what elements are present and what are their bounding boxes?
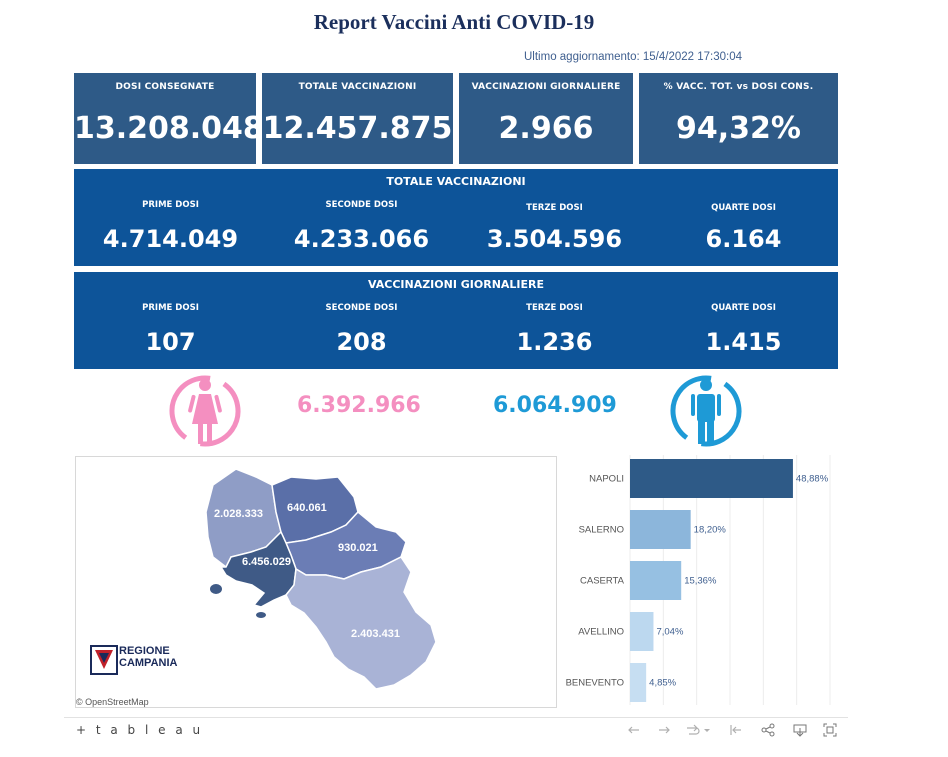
panel-title: TOTALE VACCINAZIONI (386, 175, 526, 188)
dose-label: TERZE DOSI (526, 303, 583, 313)
province-bar-chart[interactable]: NAPOLI 48,88% SALERNO 18,20% CASERTA 15,36% AV… (560, 455, 850, 710)
province-salerno (285, 556, 437, 690)
dose-value: 107 (145, 328, 196, 356)
female-person-icon (169, 375, 241, 447)
bar-caserta[interactable] (630, 561, 682, 600)
map-label-salerno: 2.403.431 (351, 628, 400, 640)
share-icon[interactable] (760, 722, 776, 738)
kpi-value: 12.457.875 (262, 111, 453, 146)
dose-value: 4.714.049 (102, 225, 239, 253)
kpi-percentuale: % VACC. TOT. vs DOSI CONS. 94,32% (639, 73, 838, 164)
bar-value-label: 48,88% (796, 474, 829, 485)
male-count: 6.064.909 (493, 393, 617, 418)
redo-icon[interactable] (656, 722, 672, 738)
giornaliere-seconde-dosi: SECONDE DOSI 208 (266, 303, 457, 356)
kpi-dosi-consegnate: DOSI CONSEGNATE 13.208.048 (74, 73, 264, 164)
dose-value: 4.233.066 (293, 225, 430, 253)
female-count: 6.392.966 (297, 393, 421, 418)
download-icon[interactable] (792, 722, 808, 738)
regione-campania-logo-icon (90, 645, 118, 675)
dose-label: TERZE DOSI (526, 203, 583, 213)
map-label-benevento: 640.061 (287, 502, 327, 514)
bar-value-label: 15,36% (684, 576, 717, 587)
vaccinazioni-giornaliere-panel: VACCINAZIONI GIORNALIERE PRIME DOSI 107 … (74, 272, 838, 369)
map-label-caserta: 2.028.333 (214, 508, 263, 520)
bar-category-label: NAPOLI (589, 474, 624, 485)
bar-salerno[interactable] (630, 510, 691, 549)
dose-label: PRIME DOSI (142, 303, 199, 313)
male-person-icon (670, 375, 742, 447)
kpi-vaccinazioni-giornaliere: VACCINAZIONI GIORNALIERE 2.966 (459, 73, 633, 164)
kpi-label: TOTALE VACCINAZIONI (298, 82, 417, 92)
bar-napoli[interactable] (630, 459, 793, 498)
kpi-value: 94,32% (676, 111, 801, 146)
giornaliere-quarte-dosi: QUARTE DOSI 1.415 (648, 303, 839, 356)
bar-value-label: 18,20% (694, 525, 727, 536)
dose-value: 3.504.596 (486, 225, 623, 253)
kpi-value: 13.208.048 (74, 111, 264, 146)
bar-category-label: AVELLINO (578, 627, 624, 638)
island-capri (256, 612, 266, 618)
tableau-brand-link[interactable]: + t a b l e a u (76, 723, 204, 737)
osm-attribution: © OpenStreetMap (76, 697, 149, 707)
kpi-label: VACCINAZIONI GIORNALIERE (471, 82, 621, 92)
panel-title: VACCINAZIONI GIORNALIERE (367, 278, 545, 291)
totale-terze-dosi: TERZE DOSI 3.504.596 (459, 203, 650, 253)
bar-category-label: CASERTA (580, 576, 625, 587)
totale-quarte-dosi: QUARTE DOSI 6.164 (648, 203, 839, 253)
dose-value: 1.415 (705, 328, 782, 356)
giornaliere-prime-dosi: PRIME DOSI 107 (75, 303, 266, 356)
campania-map[interactable]: 2.028.333 640.061 930.021 6.456.029 2.40… (75, 456, 557, 708)
page-title: Report Vaccini Anti COVID-19 (313, 10, 595, 34)
fullscreen-icon[interactable] (822, 722, 838, 738)
tableau-toolbar: + t a b l e a u (64, 717, 848, 742)
kpi-label: % VACC. TOT. vs DOSI CONS. (663, 82, 814, 92)
bar-value-label: 7,04% (656, 627, 683, 638)
totale-seconde-dosi: SECONDE DOSI 4.233.066 (266, 200, 457, 253)
bar-value-label: 4,85% (649, 678, 676, 689)
dose-value: 6.164 (705, 225, 782, 253)
dose-label: QUARTE DOSI (711, 203, 776, 213)
dose-label: QUARTE DOSI (711, 303, 776, 313)
logo-line-1: REGIONE (119, 645, 170, 657)
giornaliere-terze-dosi: TERZE DOSI 1.236 (459, 303, 650, 356)
bar-benevento[interactable] (630, 663, 647, 702)
kpi-label: DOSI CONSEGNATE (115, 82, 215, 92)
map-svg: 2.028.333 640.061 930.021 6.456.029 2.40… (205, 468, 437, 690)
totale-prime-dosi: PRIME DOSI 4.714.049 (75, 200, 266, 253)
map-label-avellino: 930.021 (338, 542, 378, 554)
kpi-value: 2.966 (498, 111, 594, 146)
dose-value: 1.236 (516, 328, 593, 356)
dose-value: 208 (336, 328, 387, 356)
totale-vaccinazioni-panel: TOTALE VACCINAZIONI PRIME DOSI 4.714.049… (74, 169, 838, 266)
dose-label: PRIME DOSI (142, 200, 199, 210)
revert-icon[interactable] (684, 722, 714, 738)
reset-icon[interactable] (728, 722, 744, 738)
bar-avellino[interactable] (630, 612, 654, 651)
last-updated: Ultimo aggiornamento: 15/4/2022 17:30:04 (524, 51, 743, 63)
map-label-napoli: 6.456.029 (242, 556, 291, 568)
kpi-totale-vaccinazioni: TOTALE VACCINAZIONI 12.457.875 (262, 73, 453, 164)
bar-category-label: BENEVENTO (566, 678, 624, 689)
regione-campania-logo: REGIONE CAMPANIA (119, 645, 177, 669)
dose-label: SECONDE DOSI (325, 303, 398, 313)
dose-label: SECONDE DOSI (325, 200, 398, 210)
province-napoli (219, 530, 297, 608)
undo-icon[interactable] (626, 722, 642, 738)
logo-line-2: CAMPANIA (119, 657, 178, 669)
island-ischia (210, 584, 222, 594)
bar-category-label: SALERNO (579, 525, 624, 536)
